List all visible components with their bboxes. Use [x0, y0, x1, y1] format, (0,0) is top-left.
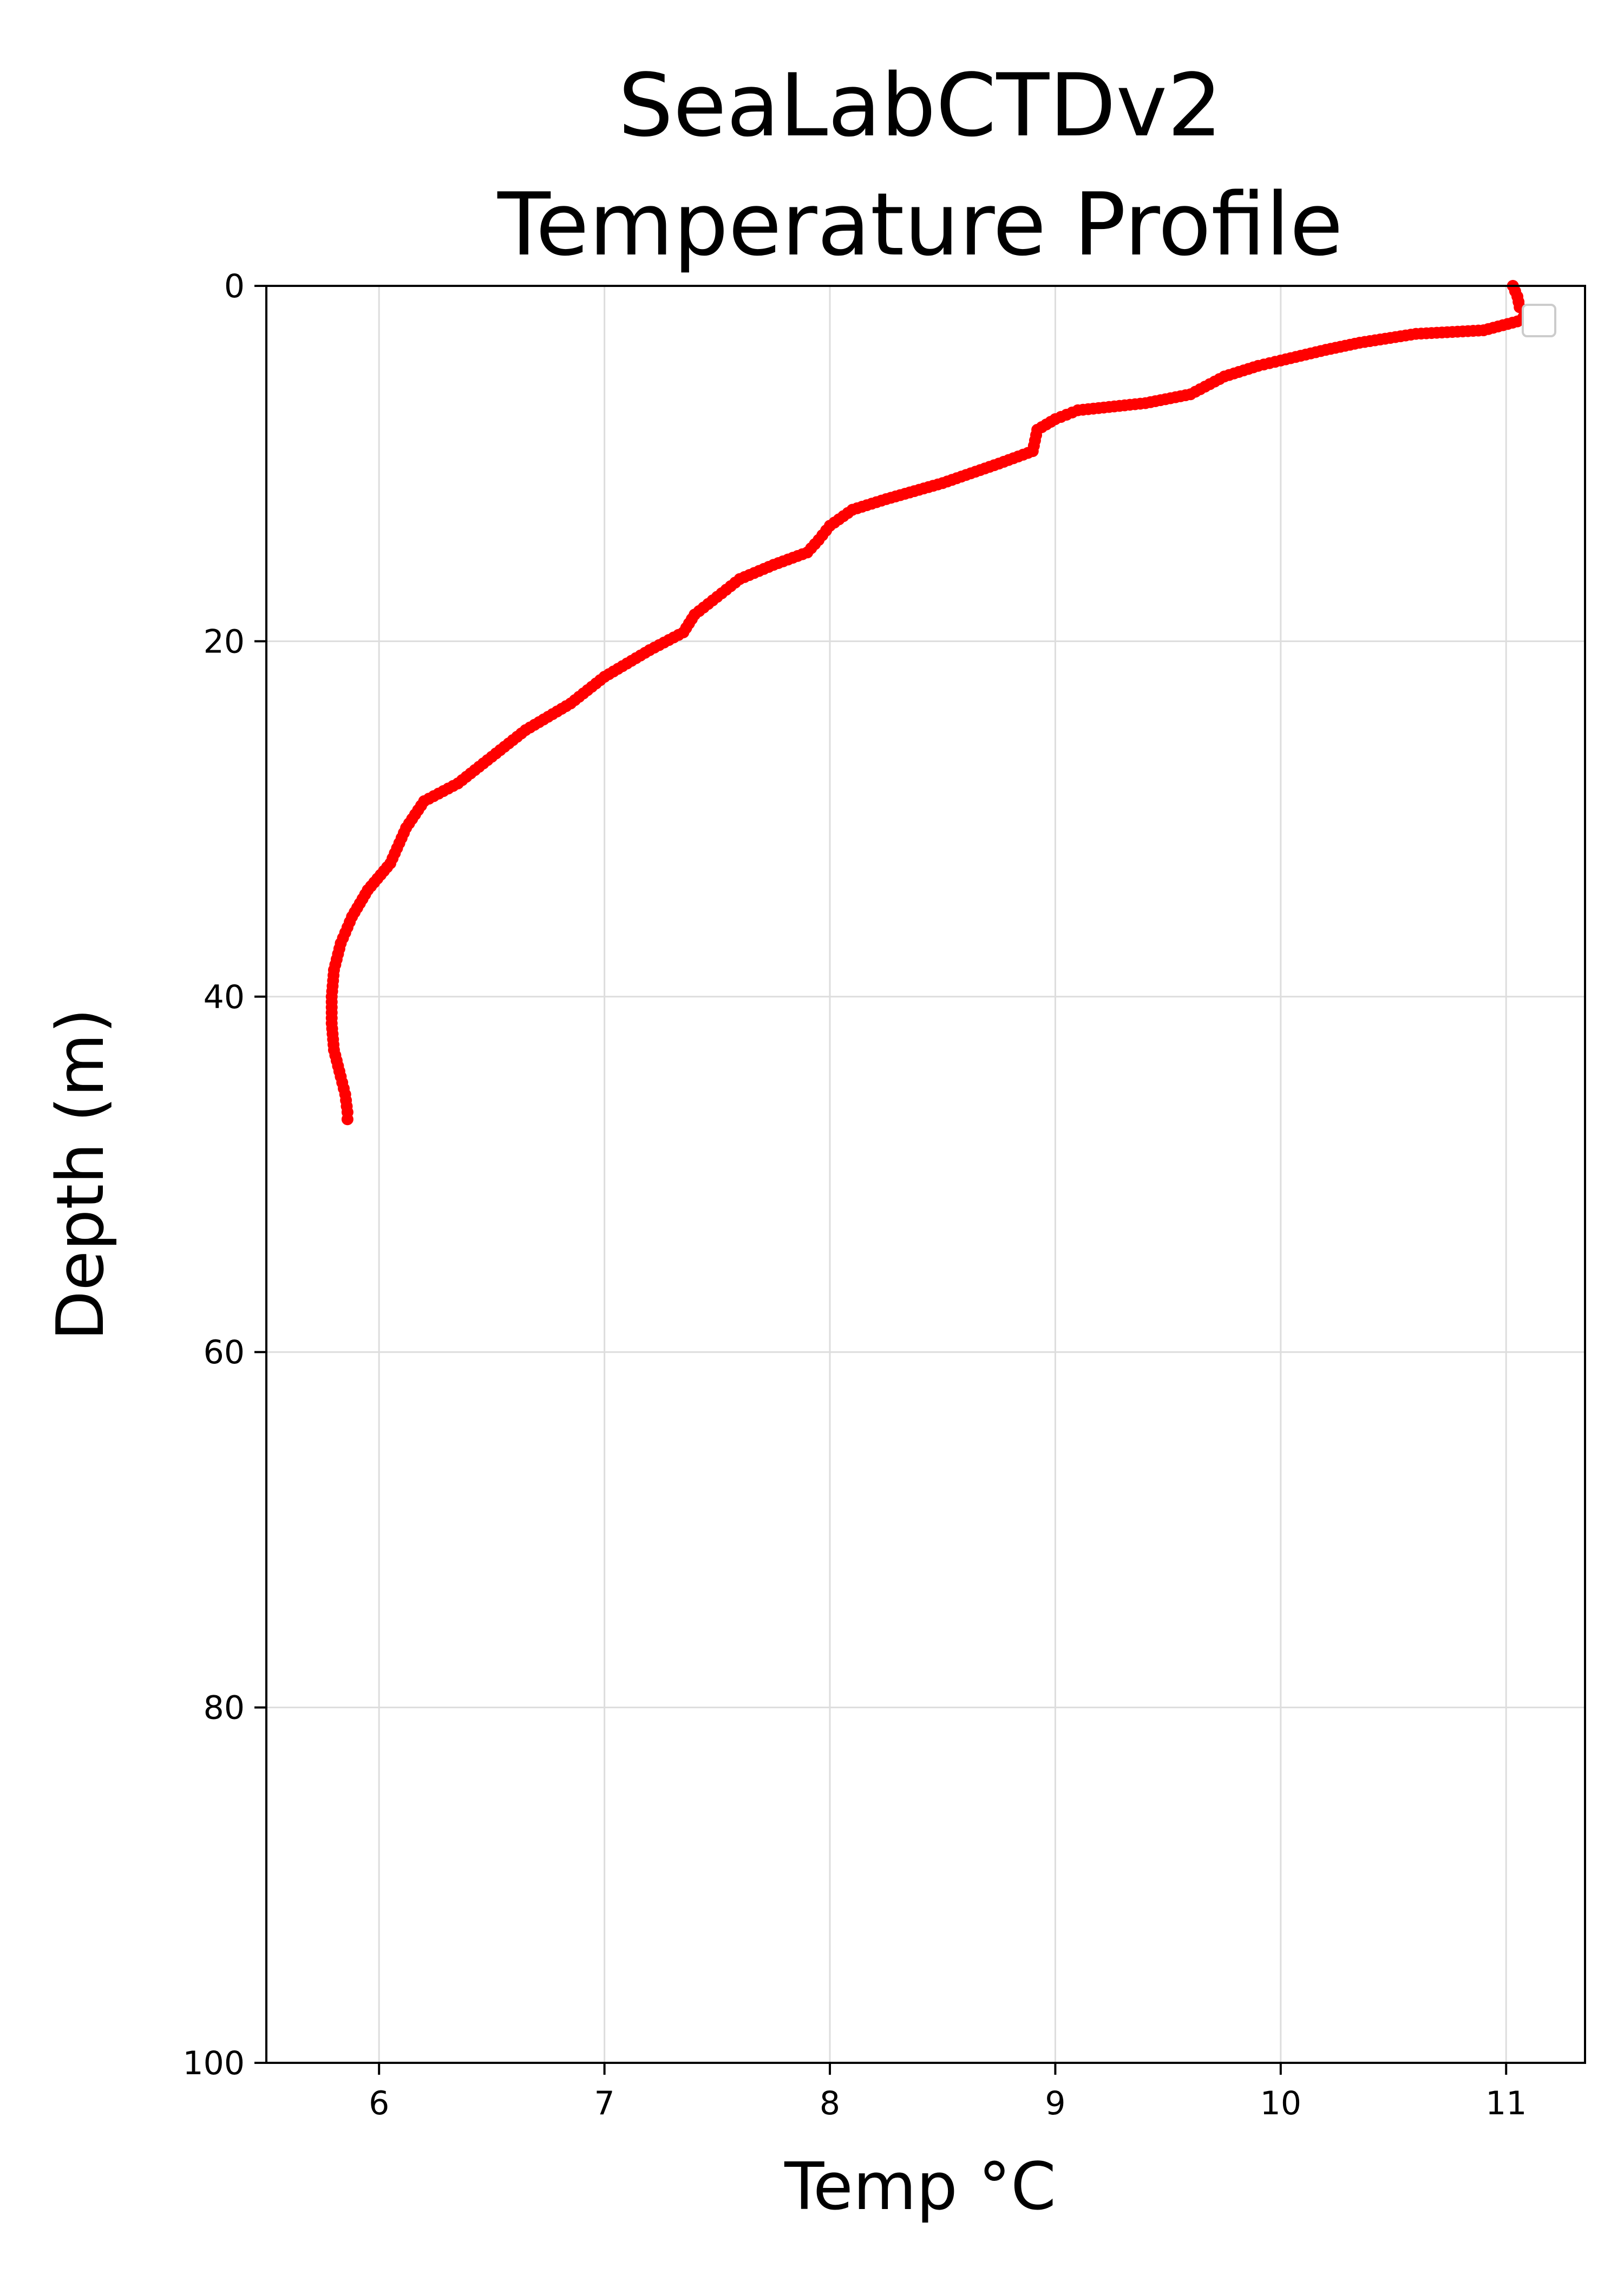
chart-title-line-1: SeaLabCTDv2	[618, 55, 1222, 156]
x-tick-label: 9	[1045, 2084, 1065, 2122]
x-tick-label: 7	[594, 2084, 615, 2122]
gridlines	[266, 286, 1585, 2063]
y-tick-label: 80	[204, 1689, 245, 1727]
data-series	[325, 280, 1535, 1126]
y-tick-label: 20	[204, 623, 245, 661]
x-tick-label: 11	[1485, 2084, 1527, 2122]
plot-area-frame	[265, 285, 1586, 2064]
y-tick-label: 0	[224, 267, 245, 305]
chart-title-line-2: Temperature Profile	[497, 174, 1343, 275]
x-axis-label: Temp °C	[784, 2149, 1056, 2225]
x-tick-label: 10	[1260, 2084, 1301, 2122]
y-axis-label: Depth (m)	[43, 1008, 119, 1341]
y-tick-label: 60	[204, 1334, 245, 1371]
x-tick-label: 6	[369, 2084, 389, 2122]
legend-box	[1522, 304, 1556, 337]
y-axis-ticks: 0 20 40 60 80 100	[182, 267, 266, 2082]
y-tick-label: 100	[182, 2044, 245, 2082]
x-axis-ticks: 6 7 8 9 10 11	[369, 2063, 1527, 2122]
y-tick-label: 40	[204, 978, 245, 1016]
data-point	[341, 1113, 353, 1126]
x-tick-label: 8	[820, 2084, 840, 2122]
